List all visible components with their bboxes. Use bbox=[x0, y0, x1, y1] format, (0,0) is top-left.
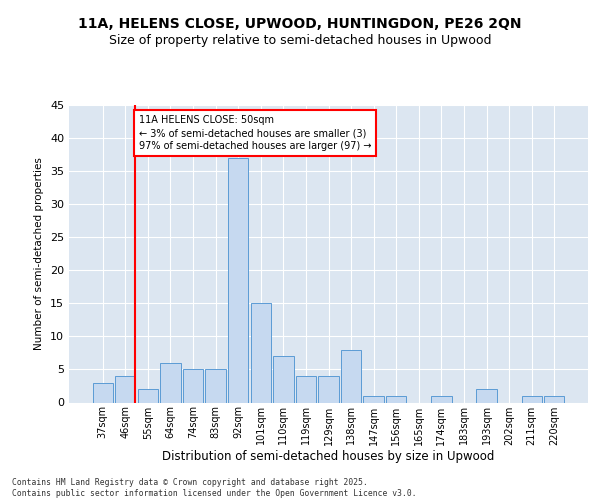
Bar bbox=[521, 396, 542, 402]
Bar bbox=[544, 396, 565, 402]
Y-axis label: Number of semi-detached properties: Number of semi-detached properties bbox=[34, 158, 44, 350]
Text: Size of property relative to semi-detached houses in Upwood: Size of property relative to semi-detach… bbox=[109, 34, 491, 47]
Bar bbox=[183, 370, 203, 402]
Bar bbox=[431, 396, 452, 402]
Bar bbox=[92, 382, 113, 402]
Bar bbox=[273, 356, 293, 403]
Bar bbox=[341, 350, 361, 403]
Bar bbox=[138, 390, 158, 402]
Bar bbox=[364, 396, 384, 402]
Text: 11A, HELENS CLOSE, UPWOOD, HUNTINGDON, PE26 2QN: 11A, HELENS CLOSE, UPWOOD, HUNTINGDON, P… bbox=[78, 18, 522, 32]
Bar bbox=[319, 376, 338, 402]
Text: 11A HELENS CLOSE: 50sqm
← 3% of semi-detached houses are smaller (3)
97% of semi: 11A HELENS CLOSE: 50sqm ← 3% of semi-det… bbox=[139, 115, 371, 152]
X-axis label: Distribution of semi-detached houses by size in Upwood: Distribution of semi-detached houses by … bbox=[163, 450, 494, 463]
Bar bbox=[386, 396, 406, 402]
Bar bbox=[160, 363, 181, 403]
Bar bbox=[476, 390, 497, 402]
Bar bbox=[296, 376, 316, 402]
Bar bbox=[205, 370, 226, 402]
Bar bbox=[115, 376, 136, 402]
Bar bbox=[228, 158, 248, 402]
Bar bbox=[251, 304, 271, 402]
Text: Contains HM Land Registry data © Crown copyright and database right 2025.
Contai: Contains HM Land Registry data © Crown c… bbox=[12, 478, 416, 498]
